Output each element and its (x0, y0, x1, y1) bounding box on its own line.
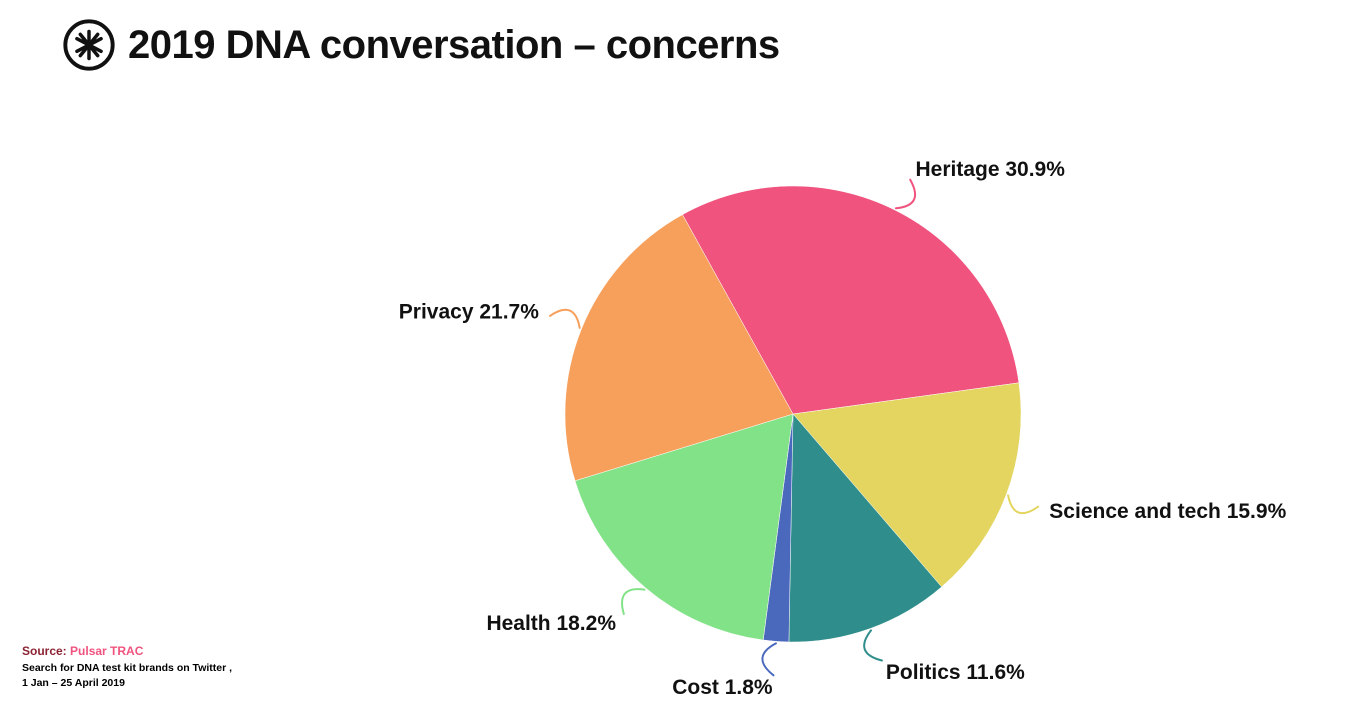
pulsar-logo-icon (63, 19, 115, 71)
pie-label-politics: Politics 11.6% (886, 661, 1025, 684)
pie-slice-science-and-tech (792, 382, 1022, 588)
leader-line-privacy (549, 308, 581, 329)
source-daterange: 1 Jan – 25 April 2019 (22, 676, 125, 689)
source-line: Source: Pulsar TRAC (22, 643, 232, 660)
pie-label-health: Health 18.2% (486, 612, 616, 635)
pie-slice-health (574, 413, 794, 641)
pie-label-heritage: Heritage 30.9% (916, 158, 1066, 181)
page-title: 2019 DNA conversation – concerns (128, 22, 780, 67)
leader-line-politics (863, 629, 883, 662)
source-note: Source: Pulsar TRAC Search for DNA test … (22, 643, 232, 691)
pie-label-science-and-tech: Science and tech 15.9% (1049, 500, 1286, 523)
leader-line-cost (761, 642, 777, 677)
source-name: Pulsar TRAC (70, 644, 144, 659)
leader-line-health (621, 588, 646, 615)
leader-line-science-and-tech (1007, 494, 1040, 515)
source-description: Search for DNA test kit brands on Twitte… (22, 661, 233, 674)
source-prefix-label: Source: (22, 644, 67, 659)
pie-label-cost: Cost 1.8% (672, 676, 773, 699)
leader-line-heritage (894, 178, 917, 210)
pie-slice-politics (788, 413, 942, 643)
pie-slice-privacy (564, 214, 794, 482)
pie-label-privacy: Privacy 21.7% (399, 301, 539, 324)
header: 2019 DNA conversation – concerns (60, 16, 780, 74)
pie-slice-heritage (682, 185, 1020, 415)
